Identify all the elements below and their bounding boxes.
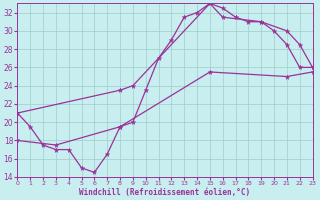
X-axis label: Windchill (Refroidissement éolien,°C): Windchill (Refroidissement éolien,°C) xyxy=(79,188,251,197)
